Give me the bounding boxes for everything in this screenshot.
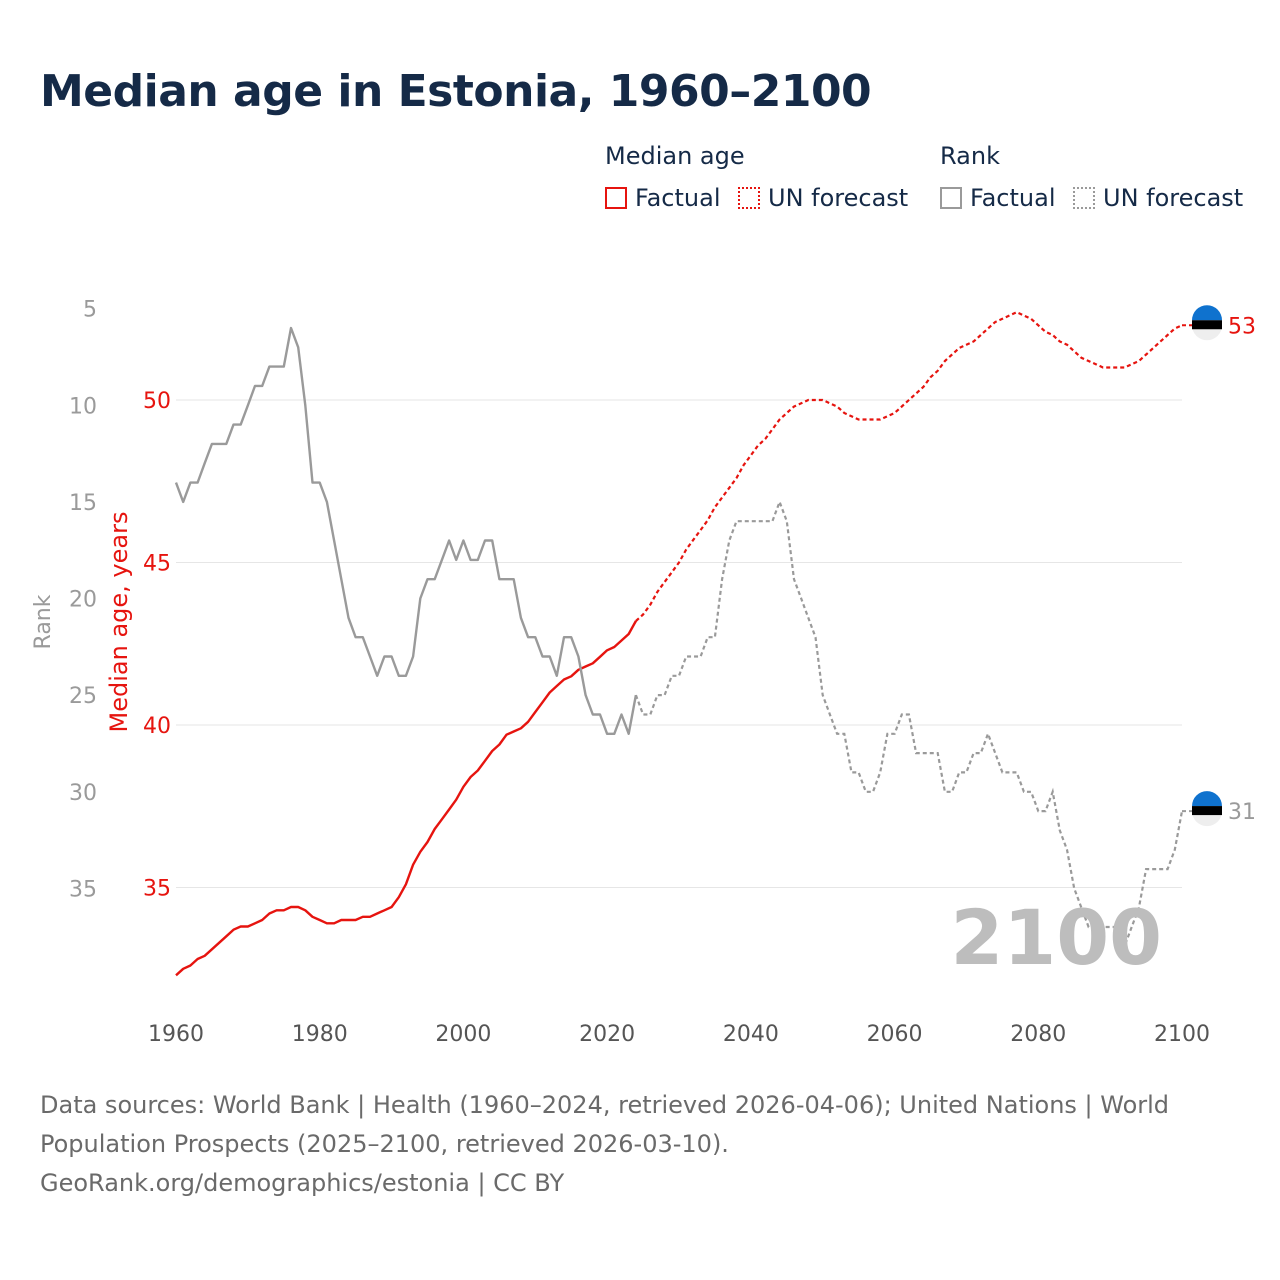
- x-tick-1960: 1960: [148, 1022, 204, 1047]
- rank-tick-10: 10: [69, 394, 97, 419]
- rank-tick-25: 25: [69, 684, 97, 709]
- footer-credit: GeoRank.org/demographics/estonia | CC BY: [40, 1169, 565, 1197]
- legend-swatch-rank-forecast: [1073, 187, 1095, 209]
- footer: Data sources: World Bank | Health (1960–…: [40, 1086, 1220, 1203]
- footer-source-line-1: Data sources: World Bank | Health (1960–…: [40, 1091, 1170, 1119]
- legend-median-forecast-label: UN forecast: [768, 184, 909, 212]
- rank-factual-line: [174, 326, 638, 735]
- rank-axis-label: Rank: [31, 594, 56, 649]
- flag-estonia-icon-rank: [1192, 791, 1222, 827]
- flag-estonia-black-band: [1192, 806, 1222, 816]
- median-factual-line: [175, 620, 637, 977]
- legend-rank-heading: Rank: [940, 142, 1000, 170]
- x-axis-ticks: 1960 1980 2000 2020 2040 2060 2080 2100: [148, 1022, 1210, 1047]
- end-markers: 53 31: [1182, 305, 1256, 827]
- median-tick-45: 45: [143, 552, 171, 577]
- rank-tick-20: 20: [69, 588, 97, 613]
- legend-median-factual-label: Factual: [635, 184, 721, 212]
- gridlines: [176, 399, 1182, 888]
- flag-estonia-blue-band: [1192, 305, 1222, 321]
- year-overlay: 2100: [950, 893, 1162, 982]
- rank-tick-5: 5: [83, 298, 97, 323]
- legend-rank-forecast[interactable]: UN forecast: [1073, 184, 1243, 212]
- flag-estonia-blue-band: [1192, 791, 1222, 807]
- legend-swatch-median-forecast: [738, 187, 760, 209]
- rank-tick-15: 15: [69, 491, 97, 516]
- footer-source-line-2: Population Prospects (2025–2100, retriev…: [40, 1130, 729, 1158]
- x-tick-2100: 2100: [1154, 1022, 1210, 1047]
- x-tick-2020: 2020: [579, 1022, 635, 1047]
- rank-axis-ticks: 5 10 15 20 25 30 35: [69, 298, 97, 903]
- median-axis-label: Median age, years: [105, 512, 133, 733]
- legend-median-forecast[interactable]: UN forecast: [738, 184, 908, 212]
- legend-swatch-rank-factual: [940, 187, 962, 209]
- rank-forecast-line: [634, 498, 1184, 950]
- median-forecast-line: [635, 310, 1183, 622]
- legend-median-heading: Median age: [605, 142, 745, 170]
- flag-estonia-icon-median: [1192, 305, 1222, 341]
- x-tick-2040: 2040: [723, 1022, 779, 1047]
- x-tick-2060: 2060: [867, 1022, 923, 1047]
- legend-rank-factual-label: Factual: [970, 184, 1056, 212]
- median-end-label: 53: [1228, 314, 1256, 339]
- legend-swatch-median-factual: [605, 187, 627, 209]
- median-tick-40: 40: [143, 714, 171, 739]
- legend-rank-forecast-label: UN forecast: [1103, 184, 1244, 212]
- median-axis-ticks: 35 40 45 50: [143, 389, 171, 902]
- rank-end-label: 31: [1228, 800, 1256, 825]
- x-tick-2000: 2000: [435, 1022, 491, 1047]
- x-tick-2080: 2080: [1010, 1022, 1066, 1047]
- flag-estonia-black-band: [1192, 320, 1222, 330]
- legend-median-factual[interactable]: Factual: [605, 184, 721, 212]
- series-lines: [174, 310, 1184, 977]
- median-tick-35: 35: [143, 877, 171, 902]
- median-tick-50: 50: [143, 389, 171, 414]
- rank-tick-30: 30: [69, 781, 97, 806]
- x-tick-1980: 1980: [292, 1022, 348, 1047]
- rank-tick-35: 35: [69, 877, 97, 902]
- chart-title: Median age in Estonia, 1960–2100: [40, 66, 872, 117]
- legend-rank-factual[interactable]: Factual: [940, 184, 1056, 212]
